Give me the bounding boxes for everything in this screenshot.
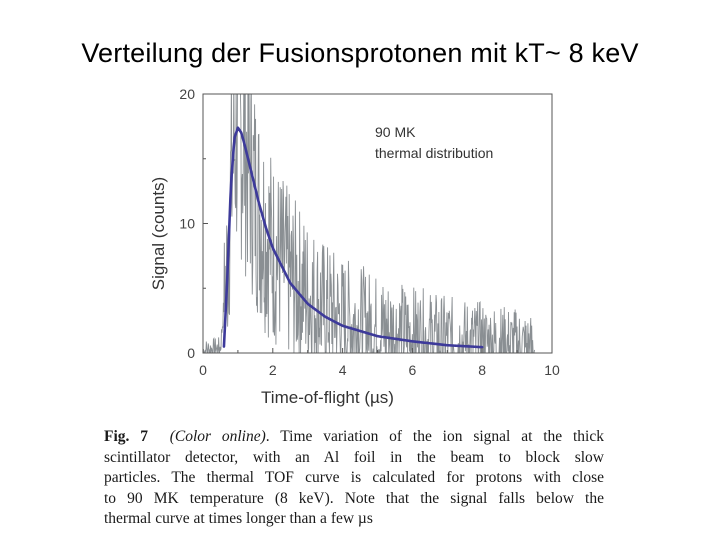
plot-area — [203, 94, 535, 353]
x-tick-label: 6 — [409, 362, 417, 378]
series-thermal-distribution — [222, 126, 484, 349]
x-axis-label: Time-of-flight (µs) — [261, 388, 394, 407]
caption-italic: (Color online) — [169, 428, 266, 445]
caption-line: to 90 MK temperature (8 keV). Note that … — [104, 489, 604, 507]
caption-text: . Time variation of the ion signal at th… — [265, 428, 604, 445]
x-tick-label: 2 — [269, 362, 277, 378]
x-tick-label: 8 — [478, 362, 486, 378]
caption-line: Fig. 7 (Color online). Time variation of… — [104, 427, 604, 448]
series-measured-signal — [203, 94, 535, 353]
x-tick-label: 10 — [544, 362, 560, 378]
caption-fig-label: Fig. 7 — [104, 428, 148, 445]
chart-labels: 90 MK thermal distribution Time-of-fligh… — [149, 124, 493, 407]
legend-entry-thermal: thermal distribution — [375, 145, 493, 161]
y-axis-label: Signal (counts) — [149, 177, 168, 290]
figure-caption: Fig. 7 (Color online). Time variation of… — [104, 427, 604, 530]
x-tick-label: 0 — [199, 362, 207, 378]
tof-chart: 0 2 4 6 8 10 0 10 20 90 MK thermal distribution … — [149, 86, 560, 407]
caption-line: thermal curve at times longer than a few… — [104, 510, 373, 528]
axes: 0 2 4 6 8 10 0 10 20 — [179, 86, 560, 378]
x-tick-label: 4 — [339, 362, 347, 378]
y-tick-label: 0 — [187, 345, 195, 361]
legend-entry-90mk: 90 MK — [375, 124, 416, 140]
caption-line: scintillator detector, with an Al foil i… — [104, 448, 604, 466]
y-tick-label: 20 — [179, 86, 195, 102]
caption-line: particles. The thermal TOF curve is calc… — [104, 469, 604, 487]
slide-title: Verteilung der Fusionsprotonen mit kT~ 8… — [81, 38, 639, 68]
y-tick-label: 10 — [179, 216, 195, 232]
